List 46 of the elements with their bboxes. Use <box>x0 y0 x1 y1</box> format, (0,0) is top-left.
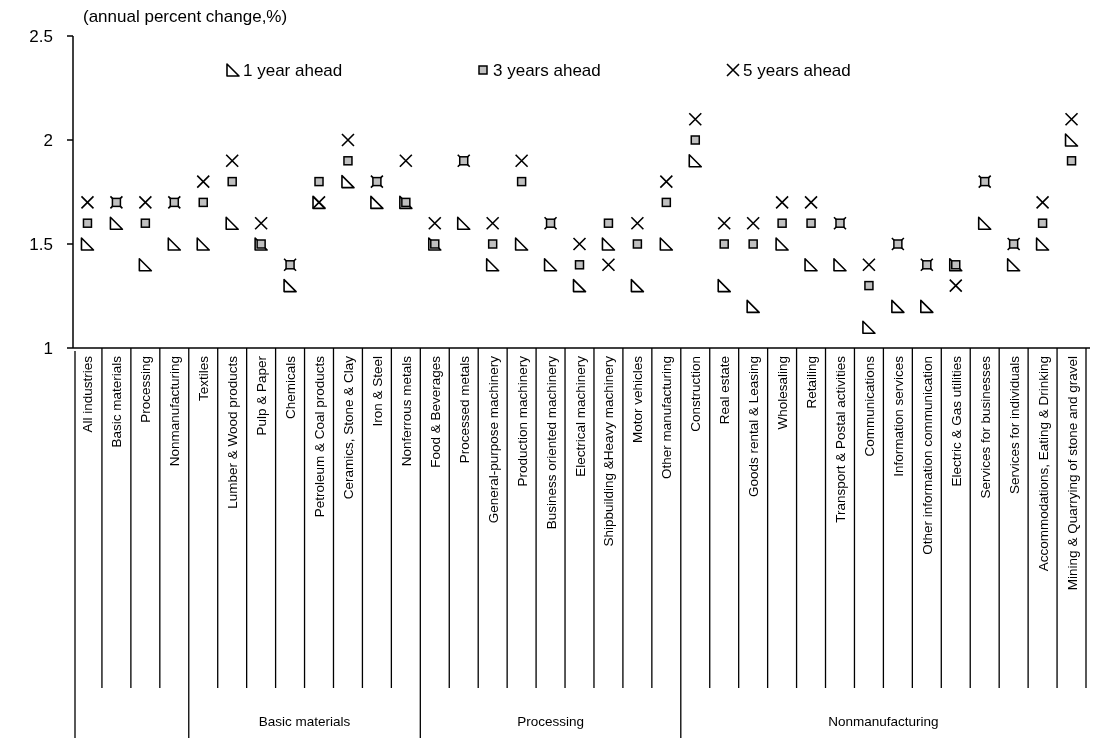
x-tick-label: Lumber & Wood products <box>225 355 241 509</box>
text: Basic materials <box>258 714 351 729</box>
x-tick-label: Nonferrous metals <box>398 355 414 467</box>
legend-label: 5 years ahead <box>743 60 851 80</box>
y-tick-label: 2 <box>43 130 53 150</box>
x-tick-label: Production machinery <box>514 355 530 487</box>
x-tick-label: General-purpose machinery <box>485 355 501 524</box>
x-tick-label: Shipbuilding &Heavy machinery <box>601 355 617 547</box>
y-tick-label: 2.5 <box>29 26 53 46</box>
x-tick-label: Mining & Quarrying of stone and gravel <box>1064 356 1080 591</box>
x-tick-label: Textiles <box>196 355 212 402</box>
x-tick-label: Construction <box>688 356 704 432</box>
x-tick-label: Pulp & Paper <box>254 355 270 436</box>
x-tick-label: Real estate <box>717 356 733 425</box>
x-tick-label: Other manufacturing <box>659 356 675 480</box>
text: Processing <box>517 714 584 729</box>
x-tick-label: Processing <box>138 356 154 423</box>
y-tick-label: 1.5 <box>29 234 53 254</box>
x-tick-label: Processed metals <box>456 355 472 464</box>
x-tick-label: Services for businesses <box>977 355 993 499</box>
x-tick-label: Transport & Postal activities <box>832 355 848 523</box>
x-tick-label: Food & Beverages <box>427 355 443 468</box>
x-tick-label: Ceramics, Stone & Clay <box>340 355 356 500</box>
x-tick-label: Nonmanufacturing <box>167 356 183 467</box>
x-tick-label: Other information communication <box>919 356 935 555</box>
x-tick-label: Business oriented machinery <box>543 355 559 530</box>
x-tick-label: Communications <box>861 355 877 457</box>
x-tick-label: Basic materials <box>109 355 125 448</box>
x-tick-label: Information services <box>890 355 906 477</box>
x-tick-label: Services for individuals <box>1006 355 1022 495</box>
x-tick-label: All industries <box>80 355 96 433</box>
x-tick-label: Iron & Steel <box>369 356 385 427</box>
x-tick-label: Motor vehicles <box>630 355 646 444</box>
x-tick-label: Retailing <box>804 356 820 409</box>
y-axis-title: (annual percent change,%) <box>83 7 288 26</box>
legend-label: 3 years ahead <box>493 60 601 80</box>
x-tick-label: Accommodations, Eating & Drinking <box>1035 356 1051 572</box>
x-tick-label: Electrical machinery <box>572 355 588 477</box>
text: Nonmanufacturing <box>828 714 939 729</box>
x-tick-label: Electric & Gas utilities <box>948 355 964 487</box>
y-tick-label: 1 <box>43 338 53 358</box>
x-tick-label: Chemicals <box>283 355 299 420</box>
legend-label: 1 year ahead <box>243 60 343 80</box>
x-tick-label: Goods rental & Leasing <box>746 356 762 498</box>
x-tick-label: Petroleum & Coal products <box>312 355 328 518</box>
x-tick-label: Wholesaling <box>775 356 791 430</box>
